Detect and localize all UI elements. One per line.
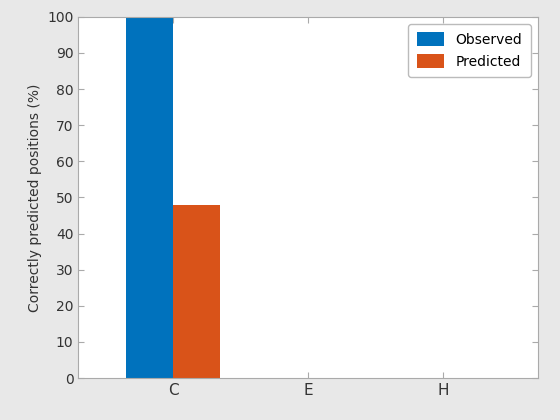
Y-axis label: Correctly predicted positions (%): Correctly predicted positions (%) bbox=[27, 83, 41, 312]
Bar bbox=[125, 17, 173, 378]
Legend: Observed, Predicted: Observed, Predicted bbox=[408, 24, 531, 77]
Bar bbox=[173, 205, 220, 378]
